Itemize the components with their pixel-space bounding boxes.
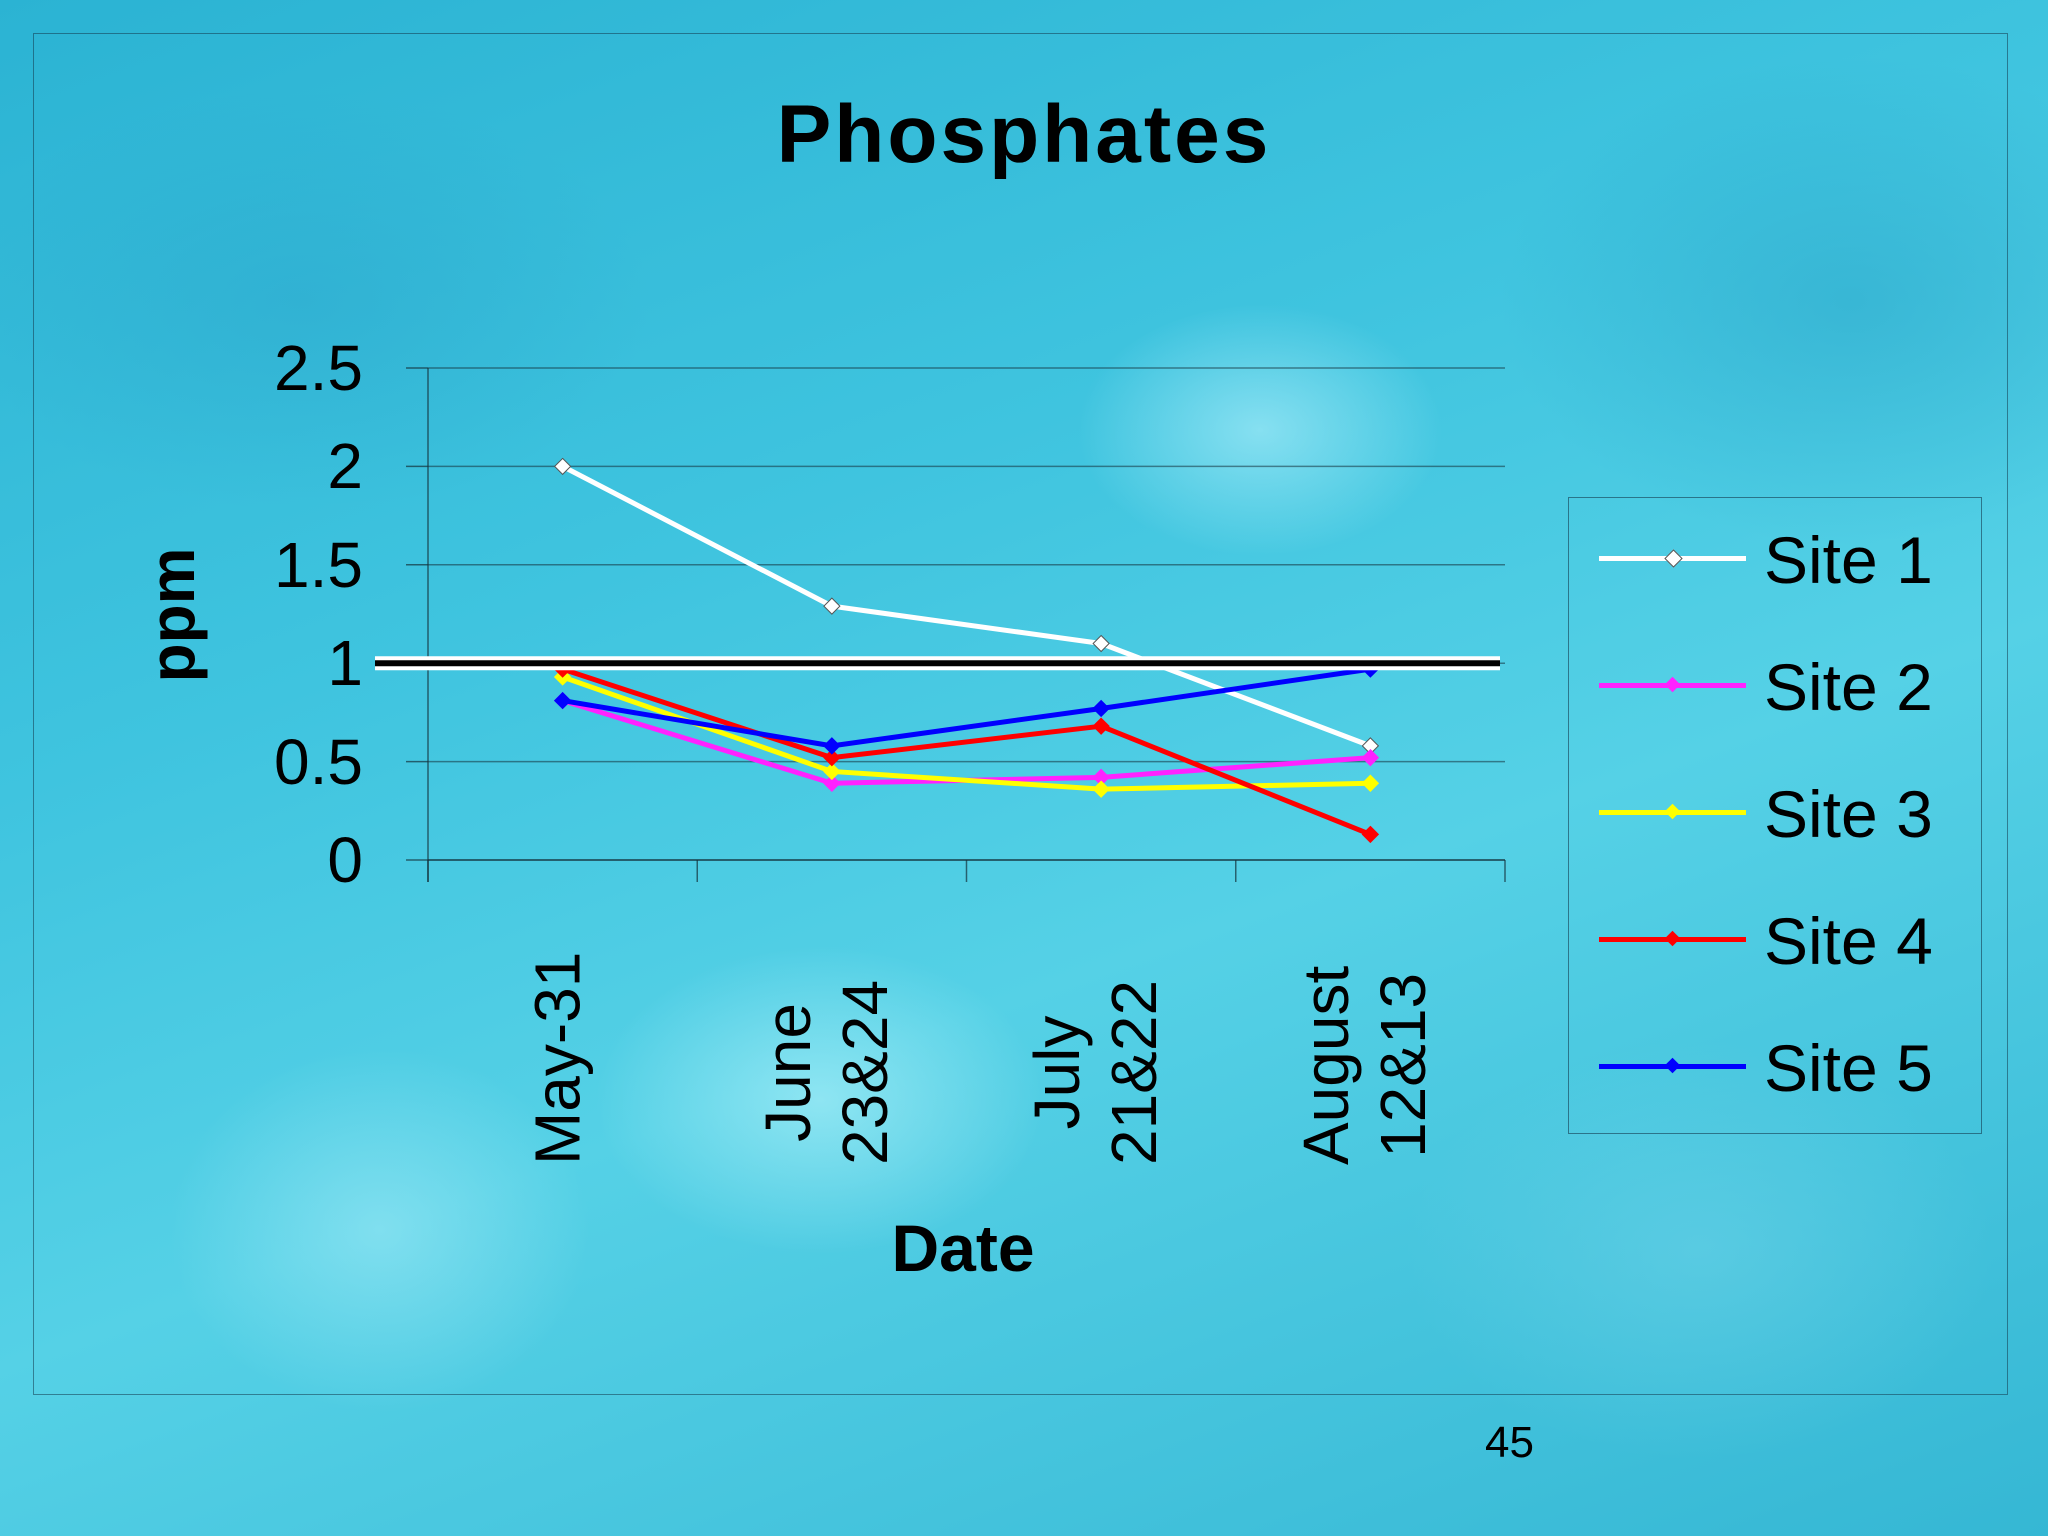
legend-marker bbox=[1664, 803, 1681, 820]
legend: Site 1 Site 2 Site 3 Site 4 Site 5 bbox=[1568, 497, 1982, 1134]
x-tick-label-line: 21&22 bbox=[1097, 979, 1170, 1165]
legend-label: Site 5 bbox=[1764, 1031, 1933, 1105]
y-tick-label: 2.5 bbox=[274, 332, 363, 404]
series-line-site-1 bbox=[561, 464, 1372, 749]
chart-title: Phosphates bbox=[776, 89, 1272, 180]
page-number: 45 bbox=[1485, 1418, 1534, 1467]
y-tick-label: 1.5 bbox=[274, 528, 363, 601]
series-line-site-5 bbox=[562, 666, 1371, 749]
series-line-site-3 bbox=[561, 674, 1371, 792]
data-point bbox=[823, 597, 841, 615]
y-tick-label: 0.5 bbox=[274, 725, 363, 798]
legend-item-site-4: Site 4 bbox=[1599, 901, 1979, 981]
data-point bbox=[1092, 780, 1110, 798]
y-tick-label: 2 bbox=[327, 430, 363, 503]
x-tick-label-line: June bbox=[751, 1003, 824, 1142]
data-point bbox=[823, 762, 841, 781]
legend-label: Site 2 bbox=[1764, 650, 1933, 724]
legend-marker bbox=[1664, 1057, 1681, 1074]
legend-marker bbox=[1664, 676, 1681, 693]
x-tick-label-line: August bbox=[1290, 965, 1363, 1165]
data-point bbox=[1092, 699, 1110, 718]
legend-label: Site 1 bbox=[1764, 523, 1933, 597]
y-tick-label: 1 bbox=[327, 627, 363, 700]
x-tick-label-line: July bbox=[1021, 1015, 1094, 1130]
legend-item-site-5: Site 5 bbox=[1599, 1028, 1979, 1108]
legend-label: Site 3 bbox=[1764, 777, 1933, 851]
data-point bbox=[823, 748, 841, 767]
legend-item-site-3: Site 3 bbox=[1599, 774, 1979, 854]
x-tick-label-line: May-31 bbox=[521, 951, 594, 1165]
data-point bbox=[553, 457, 572, 476]
legend-label: Site 4 bbox=[1764, 904, 1933, 978]
data-point bbox=[823, 774, 841, 792]
data-point bbox=[553, 691, 572, 710]
y-tick-label: 0 bbox=[327, 824, 363, 896]
legend-marker bbox=[1664, 549, 1683, 568]
legend-marker bbox=[1664, 930, 1681, 947]
legend-item-site-2: Site 2 bbox=[1599, 647, 1979, 727]
y-axis-label: ppm bbox=[136, 547, 208, 683]
x-tick-label-line: 12&13 bbox=[1367, 972, 1440, 1158]
data-point bbox=[1092, 634, 1110, 653]
data-point bbox=[1361, 825, 1380, 844]
legend-item-site-1: Site 1 bbox=[1599, 520, 1979, 600]
x-tick-label-line: 23&24 bbox=[828, 979, 901, 1165]
series-line-site-4 bbox=[561, 666, 1372, 837]
data-point bbox=[1361, 774, 1380, 792]
data-point bbox=[1092, 717, 1110, 735]
data-point bbox=[1361, 748, 1380, 767]
data-point bbox=[823, 737, 841, 755]
slide-frame bbox=[33, 33, 2008, 1395]
x-axis-label: Date bbox=[891, 1211, 1035, 1285]
